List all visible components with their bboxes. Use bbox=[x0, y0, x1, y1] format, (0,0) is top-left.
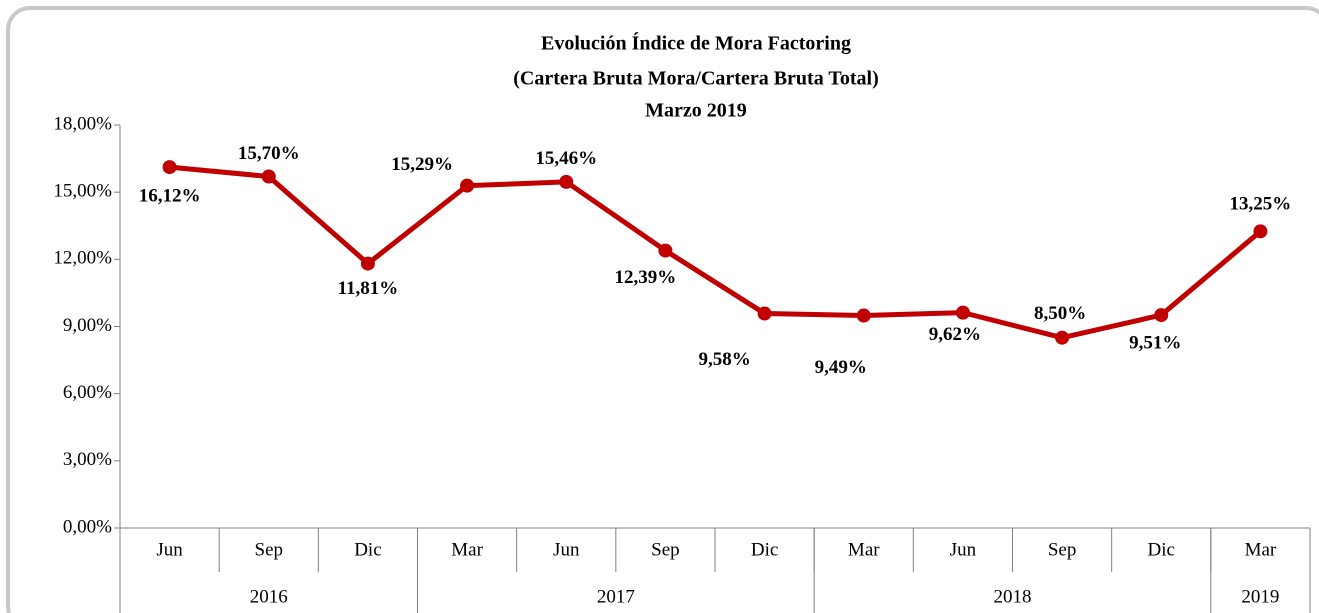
chart-title: Evolución Índice de Mora Factoring bbox=[541, 32, 851, 55]
marker bbox=[856, 308, 871, 323]
data-label: 9,58% bbox=[698, 349, 750, 370]
x-tick-label: Mar bbox=[848, 539, 880, 560]
data-label: 9,62% bbox=[929, 324, 981, 345]
marker bbox=[261, 169, 276, 184]
data-label: 9,49% bbox=[815, 357, 867, 378]
x-tick-label: Dic bbox=[751, 539, 778, 560]
x-tick-label: Dic bbox=[354, 539, 381, 560]
line bbox=[169, 164, 1263, 341]
data-label: 16,12% bbox=[139, 185, 201, 206]
x-tick-label: Mar bbox=[1245, 539, 1277, 560]
marker bbox=[658, 243, 673, 258]
y-tick-label: 6,00% bbox=[63, 382, 112, 403]
data-label: 12,39% bbox=[615, 267, 677, 288]
y-tick-label: 18,00% bbox=[53, 113, 112, 134]
year-label: 2016 bbox=[250, 586, 288, 607]
year-label: 2017 bbox=[597, 586, 635, 607]
y-tick-label: 0,00% bbox=[63, 516, 112, 537]
data-label: 15,70% bbox=[238, 143, 300, 164]
marker bbox=[955, 305, 970, 320]
chart-frame bbox=[6, 6, 1319, 613]
chart-title: (Cartera Bruta Mora/Cartera Bruta Total) bbox=[513, 68, 878, 90]
y-tick-label: 3,00% bbox=[63, 449, 112, 470]
data-label: 9,51% bbox=[1129, 332, 1181, 353]
x-tick-label: Jun bbox=[156, 539, 183, 560]
marker bbox=[460, 178, 475, 193]
chart-title: Marzo 2019 bbox=[645, 100, 747, 122]
x-tick-label: Jun bbox=[553, 539, 580, 560]
x-tick-label: Sep bbox=[1048, 539, 1077, 560]
y-tick-label: 9,00% bbox=[63, 315, 112, 336]
x-tick-label: Sep bbox=[651, 539, 680, 560]
marker bbox=[757, 306, 772, 321]
data-label: 8,50% bbox=[1034, 303, 1086, 324]
marker bbox=[559, 174, 574, 189]
data-label: 15,46% bbox=[535, 148, 597, 169]
marker bbox=[1154, 308, 1169, 323]
x-tick-label: Mar bbox=[451, 539, 483, 560]
y-tick-label: 15,00% bbox=[53, 181, 112, 202]
x-tick-label: Sep bbox=[255, 539, 284, 560]
y-tick-label: 12,00% bbox=[53, 248, 112, 269]
data-label: 11,81% bbox=[338, 278, 399, 299]
year-label: 2018 bbox=[994, 586, 1032, 607]
x-tick-label: Jun bbox=[950, 539, 977, 560]
marker bbox=[1055, 330, 1070, 345]
marker bbox=[360, 256, 375, 271]
year-label: 2019 bbox=[1241, 586, 1279, 607]
data-label: 15,29% bbox=[391, 154, 453, 175]
marker bbox=[1253, 224, 1268, 239]
data-label: 13,25% bbox=[1230, 194, 1292, 215]
x-tick-label: Dic bbox=[1148, 539, 1175, 560]
marker bbox=[162, 160, 177, 175]
